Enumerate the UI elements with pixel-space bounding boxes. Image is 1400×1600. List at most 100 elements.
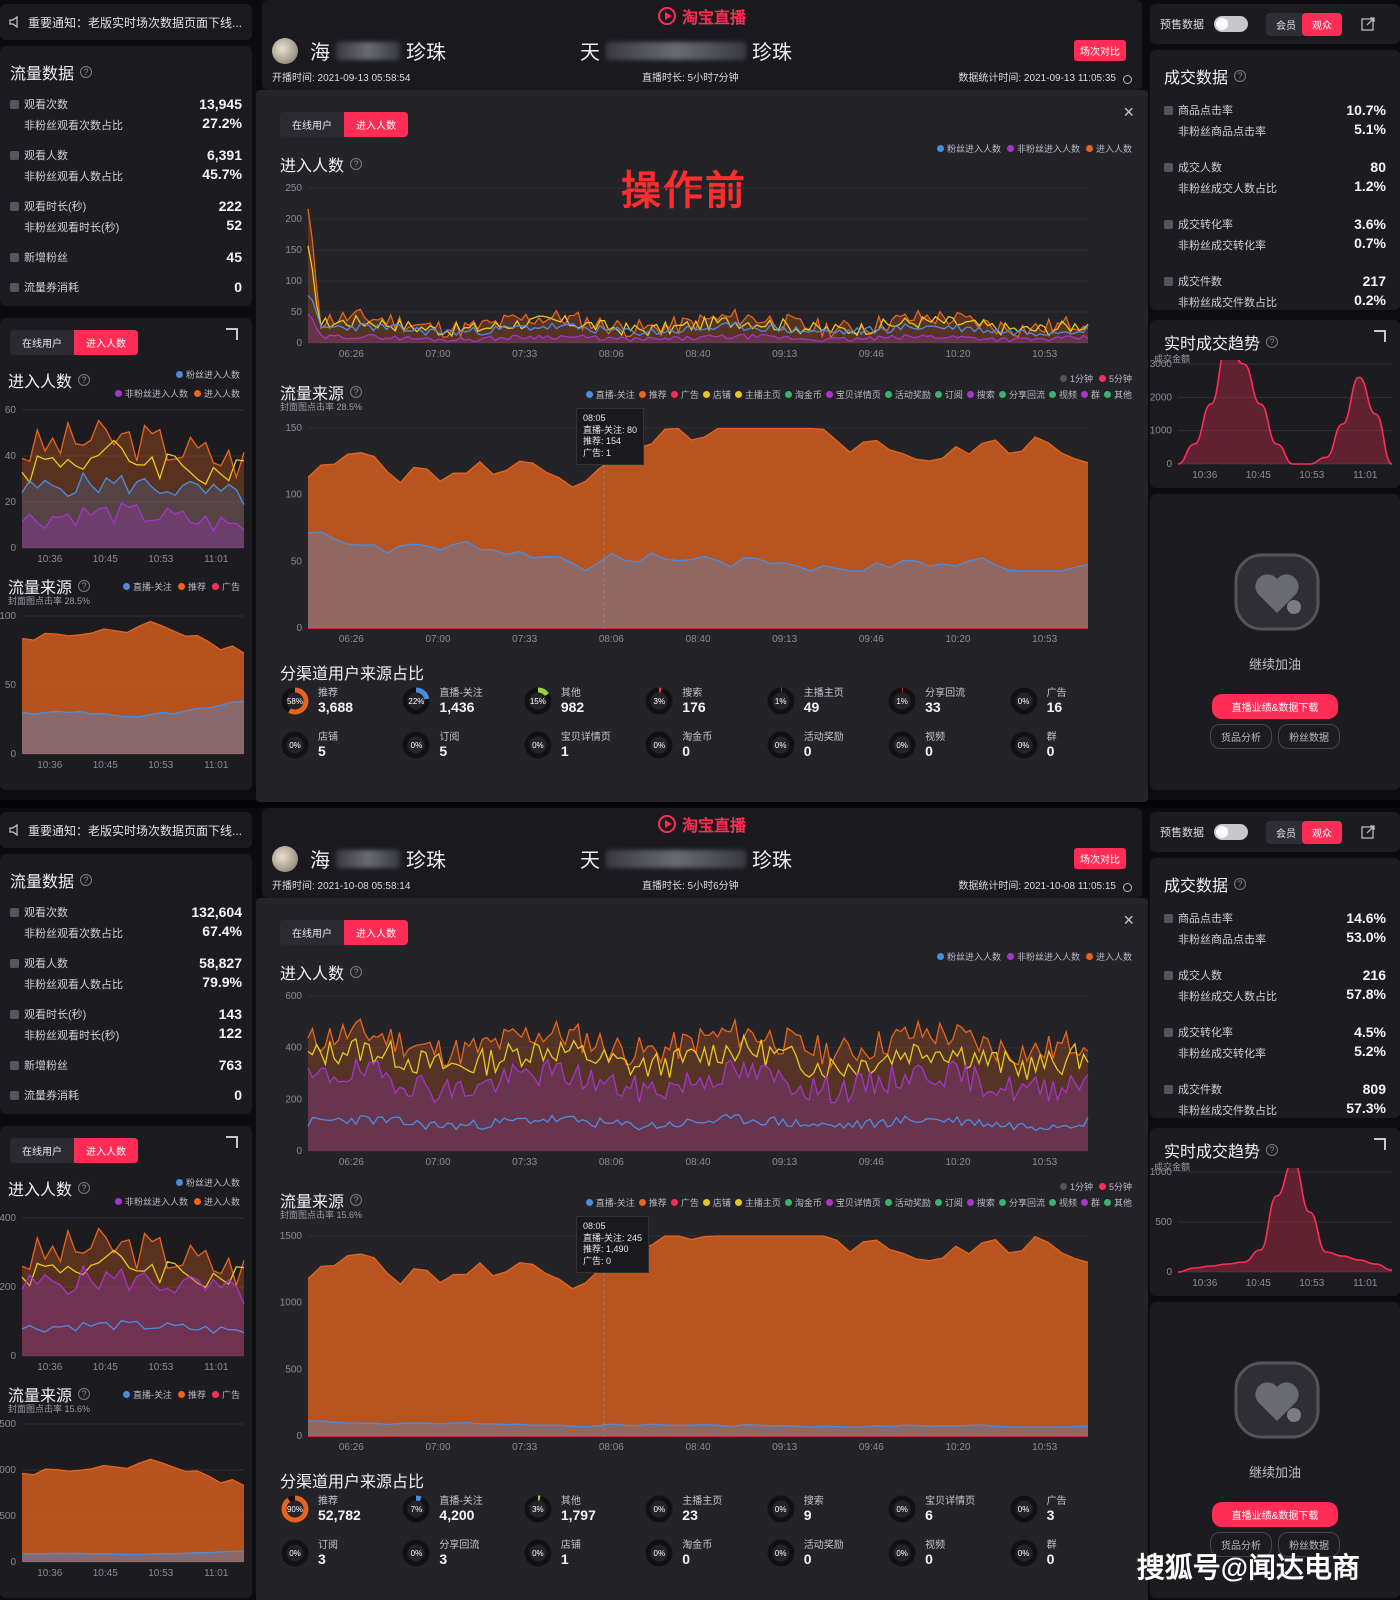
legend-item[interactable]: 非粉丝进入人数: [114, 387, 188, 400]
legend-item[interactable]: 非粉丝进入人数: [1006, 950, 1080, 963]
tab-enter-count[interactable]: 进入人数: [344, 920, 408, 945]
expand-icon[interactable]: [1374, 1138, 1386, 1150]
help-icon[interactable]: ?: [78, 1388, 91, 1400]
help-icon[interactable]: ?: [1266, 336, 1279, 348]
legend-item[interactable]: 主播主页: [734, 1196, 781, 1209]
legend-item[interactable]: 推荐: [177, 580, 206, 593]
goods-analysis-button[interactable]: 货品分析: [1210, 1532, 1272, 1557]
metric-sublabel: 非粉丝成交转化率: [1178, 240, 1266, 252]
help-icon[interactable]: ?: [78, 374, 91, 386]
export-icon[interactable]: [1360, 824, 1376, 840]
legend-item[interactable]: 直播-关注: [122, 580, 172, 593]
legend-item[interactable]: 视频: [1048, 1196, 1077, 1209]
legend-item[interactable]: 视频: [1048, 388, 1077, 401]
viewer-button[interactable]: 观众: [1302, 12, 1342, 36]
legend-item[interactable]: 搜索: [966, 1196, 995, 1209]
tab-online-users[interactable]: 在线用户: [22, 339, 62, 350]
help-icon[interactable]: ?: [1266, 1144, 1279, 1156]
download-button[interactable]: 直播业绩&数据下载: [1211, 694, 1339, 719]
legend-item[interactable]: 搜索: [966, 388, 995, 401]
legend-item[interactable]: 进入人数: [1085, 950, 1132, 963]
legend-item[interactable]: 群: [1080, 388, 1100, 401]
close-icon[interactable]: ×: [1123, 910, 1134, 930]
legend-item[interactable]: 粉丝进入人数: [936, 950, 1001, 963]
interval-5min[interactable]: 5分钟: [1098, 1180, 1132, 1193]
legend-item[interactable]: 订阅: [934, 1196, 963, 1209]
legend-item[interactable]: 广告: [670, 388, 699, 401]
member-button[interactable]: 会员: [1266, 12, 1306, 36]
legend-item[interactable]: 淘金币: [784, 1196, 822, 1209]
legend-item[interactable]: 直播-关注: [585, 388, 635, 401]
legend-item[interactable]: 进入人数: [193, 1195, 240, 1208]
help-icon[interactable]: ?: [78, 580, 91, 592]
compare-button[interactable]: 场次对比: [1074, 40, 1126, 61]
legend-item[interactable]: 宝贝详情页: [825, 1196, 881, 1209]
legend-item[interactable]: 分享回流: [998, 1196, 1045, 1209]
legend-item[interactable]: 主播主页: [734, 388, 781, 401]
interval-1min[interactable]: 1分钟: [1059, 1180, 1093, 1193]
presale-toggle[interactable]: [1214, 16, 1248, 32]
tab-online-users[interactable]: 在线用户: [22, 1147, 62, 1158]
legend-item[interactable]: 淘金币: [784, 388, 822, 401]
help-icon[interactable]: ?: [350, 386, 363, 398]
legend-item[interactable]: 粉丝进入人数: [936, 142, 1001, 155]
mini-source-title: 流量来源?: [8, 1382, 91, 1406]
legend-item[interactable]: 订阅: [934, 388, 963, 401]
legend-item[interactable]: 非粉丝进入人数: [114, 1195, 188, 1208]
legend-item[interactable]: 活动奖励: [884, 388, 931, 401]
legend-item[interactable]: 推荐: [638, 1196, 667, 1209]
refresh-icon[interactable]: [1123, 75, 1132, 84]
legend-item[interactable]: 非粉丝进入人数: [1006, 142, 1080, 155]
legend-item[interactable]: 店铺: [702, 1196, 731, 1209]
legend-item[interactable]: 进入人数: [1085, 142, 1132, 155]
notice-bar[interactable]: 重要通知：老版实时场次数据页面下线...: [0, 4, 252, 40]
expand-icon[interactable]: [1374, 330, 1386, 342]
expand-icon[interactable]: [226, 328, 238, 340]
legend-item[interactable]: 其他: [1103, 1196, 1132, 1209]
tab-enter-count[interactable]: 进入人数: [344, 112, 408, 137]
legend-item[interactable]: 宝贝详情页: [825, 388, 881, 401]
fans-data-button[interactable]: 粉丝数据: [1278, 724, 1340, 749]
interval-1min[interactable]: 1分钟: [1059, 372, 1093, 385]
help-icon[interactable]: ?: [1234, 70, 1247, 82]
export-icon[interactable]: [1360, 16, 1376, 32]
tab-online-users[interactable]: 在线用户: [292, 929, 332, 940]
legend-item[interactable]: 店铺: [702, 388, 731, 401]
legend-item[interactable]: 广告: [211, 580, 240, 593]
interval-5min[interactable]: 5分钟: [1098, 372, 1132, 385]
help-icon[interactable]: ?: [350, 1194, 363, 1206]
legend-item[interactable]: 分享回流: [998, 388, 1045, 401]
legend-item[interactable]: 广告: [670, 1196, 699, 1209]
fans-data-button[interactable]: 粉丝数据: [1278, 1532, 1340, 1557]
help-icon[interactable]: ?: [80, 66, 93, 78]
legend-item[interactable]: 推荐: [638, 388, 667, 401]
help-icon[interactable]: ?: [350, 966, 363, 978]
compare-button[interactable]: 场次对比: [1074, 848, 1126, 869]
download-button[interactable]: 直播业绩&数据下载: [1211, 1502, 1339, 1527]
legend-item[interactable]: 进入人数: [193, 387, 240, 400]
legend-item[interactable]: 广告: [211, 1388, 240, 1401]
legend-item[interactable]: 群: [1080, 1196, 1100, 1209]
close-icon[interactable]: ×: [1123, 102, 1134, 122]
tab-online-users[interactable]: 在线用户: [292, 121, 332, 132]
member-button[interactable]: 会员: [1266, 820, 1306, 844]
refresh-icon[interactable]: [1123, 883, 1132, 892]
help-icon[interactable]: ?: [350, 158, 363, 170]
notice-bar[interactable]: 重要通知：老版实时场次数据页面下线...: [0, 812, 252, 848]
legend-item[interactable]: 粉丝进入人数: [175, 1176, 240, 1189]
presale-toggle[interactable]: [1214, 824, 1248, 840]
legend-item[interactable]: 直播-关注: [122, 1388, 172, 1401]
tab-enter-count[interactable]: 进入人数: [74, 1138, 138, 1163]
legend-item[interactable]: 其他: [1103, 388, 1132, 401]
legend-item[interactable]: 推荐: [177, 1388, 206, 1401]
help-icon[interactable]: ?: [78, 1182, 91, 1194]
help-icon[interactable]: ?: [1234, 878, 1247, 890]
help-icon[interactable]: ?: [80, 874, 93, 886]
legend-item[interactable]: 活动奖励: [884, 1196, 931, 1209]
viewer-button[interactable]: 观众: [1302, 820, 1342, 844]
goods-analysis-button[interactable]: 货品分析: [1210, 724, 1272, 749]
tab-enter-count[interactable]: 进入人数: [74, 330, 138, 355]
legend-item[interactable]: 粉丝进入人数: [175, 368, 240, 381]
expand-icon[interactable]: [226, 1136, 238, 1148]
legend-item[interactable]: 直播-关注: [585, 1196, 635, 1209]
